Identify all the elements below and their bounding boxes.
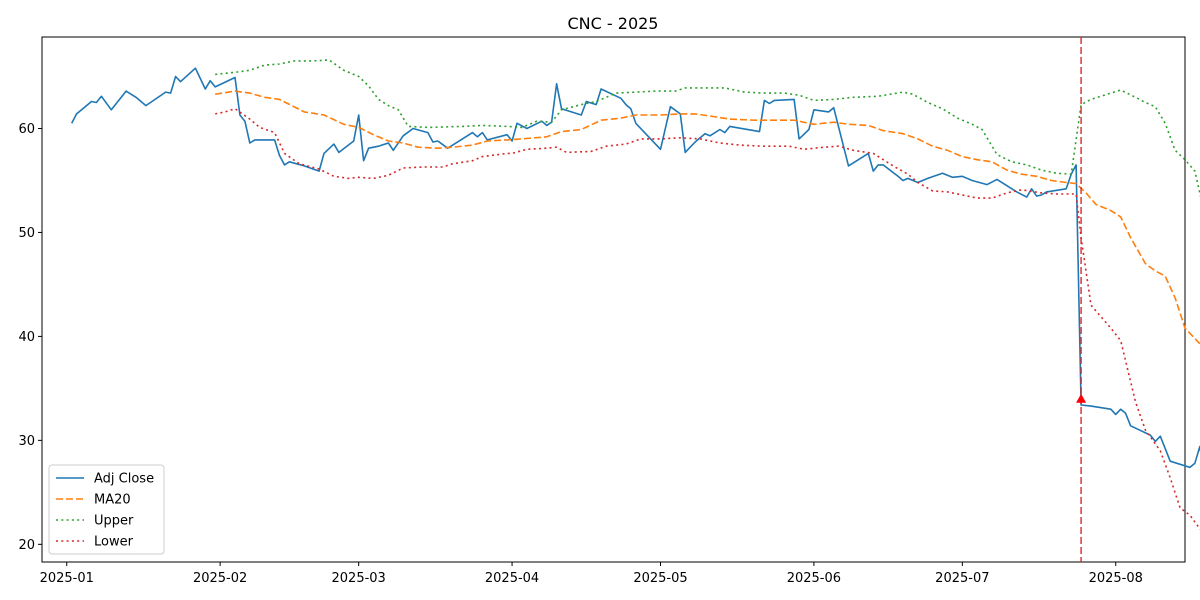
series-layer [70,59,1200,531]
legend-label-3: Upper [94,514,134,529]
legend-items: Adj Close MA20 Upper Lower [56,472,154,550]
y-axis: 20 30 40 50 60 [18,122,42,553]
x-tick-label-2: 2025-02 [193,571,247,586]
series-line-3 [215,59,1200,198]
x-tick-label-8: 2025-08 [1089,571,1143,586]
chart-title: CNC - 2025 [568,14,659,33]
x-tick-label-3: 2025-03 [332,571,386,586]
plot-frame [41,36,1186,563]
series-line-1 [70,67,1200,469]
legend-label-2: MA20 [94,493,131,508]
x-tick-label-5: 2025-05 [633,571,687,586]
y-tick-label-3: 40 [18,330,35,345]
x-axis: 2025-01 2025-02 2025-03 2025-04 2025-05 2025-… [40,562,1143,586]
legend-label-1: Adj Close [94,472,154,487]
y-tick-label-4: 50 [18,226,35,241]
legend-frame [48,464,165,555]
legend: Adj Close MA20 Upper Lower [48,464,165,555]
x-tick-label-6: 2025-06 [787,571,841,586]
y-tick-label-2: 30 [18,434,35,449]
y-tick-label-1: 20 [18,538,35,553]
y-tick-label-5: 60 [18,122,35,137]
marker-layer [1076,393,1087,403]
x-tick-label-7: 2025-07 [935,571,989,586]
buy-marker-1 [1076,393,1087,403]
series-line-2 [215,90,1200,347]
plot-area: 2025-01 2025-02 2025-03 2025-04 2025-05 2025-… [18,36,1200,586]
x-tick-label-1: 2025-01 [40,571,94,586]
legend-label-4: Lower [94,535,134,550]
x-tick-label-4: 2025-04 [485,571,539,586]
vline-layer [1080,37,1082,562]
series-line-4 [215,107,1200,531]
